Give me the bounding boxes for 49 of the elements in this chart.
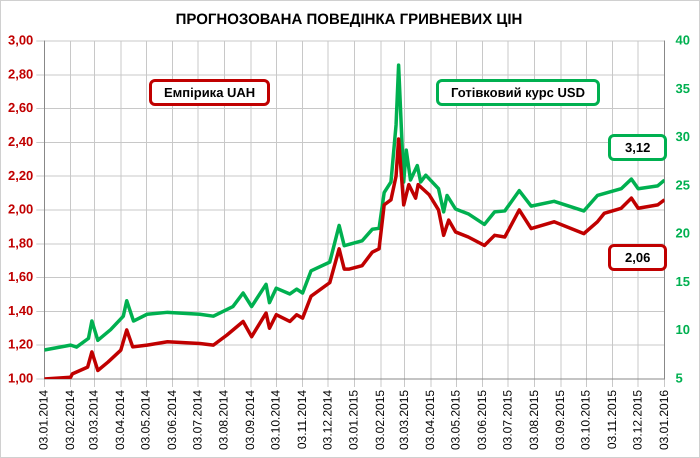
x-tick-label: 03.02.2015: [373, 390, 388, 450]
x-tick-label: 03.01.2016: [656, 390, 671, 450]
x-tick-label: 03.04.2014: [113, 390, 128, 450]
y2-tick-label: 5: [676, 370, 683, 386]
x-tick-label: 03.03.2015: [396, 390, 411, 450]
y2-tick-label: 15: [676, 274, 690, 289]
x-tick-label: 03.09.2014: [243, 390, 258, 450]
x-tick-label: 03.05.2015: [448, 390, 463, 450]
x-tick-label: 03.09.2015: [553, 390, 568, 450]
y-tick-label: 2,60: [8, 100, 34, 116]
x-tick-label: 03.01.2014: [36, 390, 51, 450]
y2-tick-label: 40: [676, 32, 690, 48]
x-tick-label: 03.08.2015: [526, 390, 541, 450]
text: Емпірика UAH: [149, 79, 270, 106]
x-tick-label: 03.11.2014: [294, 390, 309, 450]
x-tick-label: 03.11.2015: [605, 390, 620, 450]
text: Готівковий курс USD: [436, 79, 600, 106]
y2-tick-label: 25: [676, 177, 690, 192]
x-tick-label: 03.10.2014: [268, 390, 283, 450]
y-tick-label: 1,20: [8, 336, 34, 352]
annotation: 2,06: [608, 244, 668, 271]
x-tick-label: 03.07.2015: [500, 390, 515, 450]
x-tick-label: 03.12.2015: [630, 390, 645, 450]
y-tick-label: 1,60: [8, 269, 34, 284]
x-tick-label: 03.05.2014: [138, 390, 153, 450]
y-tick-label: 1,40: [8, 302, 34, 318]
x-tick-label: 03.07.2014: [190, 390, 204, 450]
y-tick-label: 1,00: [8, 370, 34, 386]
annotation: 3,12: [608, 134, 668, 161]
y-tick-label: 3,00: [8, 32, 34, 48]
x-tick-label: 03.08.2014: [216, 390, 231, 450]
x-tick-label: 03.03.2014: [86, 390, 101, 450]
x-tick-label: 03.06.2014: [164, 390, 179, 450]
x-tick-label: 03.10.2015: [578, 390, 593, 450]
y-tick-label: 1,80: [8, 235, 34, 250]
chart-title: ПРОГНОЗОВАНА ПОВЕДІНКА ГРИВНЕВИХ ЦІН: [176, 11, 522, 28]
x-tick-label: 03.02.2014: [62, 390, 77, 450]
y2-tick-label: 35: [676, 80, 690, 96]
x-tick-label: 03.04.2015: [423, 390, 438, 450]
y-tick-label: 2,80: [8, 66, 34, 82]
x-tick-label: 03.01.2015: [346, 390, 361, 450]
y2-tick-label: 10: [676, 322, 690, 338]
y-tick-label: 2,20: [8, 168, 34, 183]
y-tick-label: 2,40: [8, 134, 34, 149]
y2-tick-label: 30: [676, 129, 690, 144]
y-tick-label: 2,00: [8, 202, 34, 217]
x-tick-label: 03.06.2015: [475, 390, 490, 450]
x-tick-label: 03.12.2014: [320, 390, 334, 450]
y2-tick-label: 20: [676, 226, 690, 241]
